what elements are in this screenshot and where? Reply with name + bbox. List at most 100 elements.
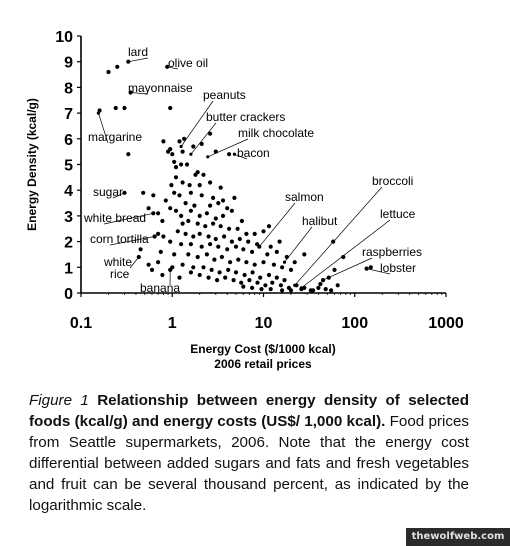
data-point [288, 267, 294, 272]
data-point [208, 203, 213, 208]
watermark: thewolfweb.com [406, 528, 510, 546]
data-point [106, 69, 111, 75]
data-point [203, 224, 208, 229]
annotation-label: sugar [93, 185, 123, 199]
annotation-arrowhead [299, 286, 303, 290]
annotation-leader [259, 202, 296, 247]
annotation-label: banana [140, 281, 180, 295]
y-tick-label: 5 [64, 158, 73, 175]
annotation-leader [103, 212, 154, 225]
data-point [166, 149, 171, 154]
data-point [216, 244, 221, 249]
caption-label: Figure 1 [29, 392, 89, 409]
annotation-arrowhead [129, 90, 133, 95]
data-point [280, 288, 285, 293]
data-point [244, 231, 249, 236]
data-point [170, 152, 175, 157]
data-point [233, 244, 239, 249]
data-point [197, 272, 202, 278]
data-point [172, 159, 177, 164]
y-tick-label: 8 [64, 80, 73, 97]
data-point [265, 252, 270, 257]
data-point [195, 254, 200, 260]
y-axis-title: Energy Density (kcal/g) [25, 98, 39, 231]
data-point [186, 252, 191, 257]
data-point [191, 234, 196, 239]
axis-titles: Energy Density (kcal/g) Energy Cost ($/10… [25, 98, 336, 371]
annotation-label: lettuce [380, 207, 416, 221]
annotation-arrowhead [189, 152, 193, 156]
data-point [308, 288, 313, 293]
data-point [191, 265, 196, 270]
data-point [113, 105, 118, 111]
data-point [197, 213, 202, 218]
data-point [179, 213, 184, 218]
data-point [213, 216, 218, 221]
annotation-label: lard [128, 45, 148, 59]
annotation-arrowhead [137, 255, 141, 259]
data-point [239, 218, 244, 224]
data-point [220, 198, 226, 203]
data-point [188, 242, 193, 247]
x-tick-label: 1000 [428, 315, 464, 332]
annotation-leader [322, 257, 373, 281]
data-point [255, 280, 260, 285]
data-point [172, 252, 177, 257]
data-point [225, 247, 230, 252]
data-point [271, 262, 276, 267]
annotation-leader [294, 186, 383, 286]
data-point [173, 165, 179, 170]
y-tick-label: 2 [64, 235, 73, 252]
annotation-leader [129, 256, 140, 269]
data-point [241, 247, 246, 252]
data-point [180, 149, 185, 154]
data-point [208, 242, 213, 247]
data-point [332, 267, 337, 272]
data-point [168, 239, 173, 244]
data-point [302, 252, 307, 257]
data-point [232, 195, 237, 200]
annotation-leader [180, 100, 214, 147]
data-point [280, 265, 285, 270]
annotation-arrowhead [168, 268, 172, 272]
data-point [368, 265, 373, 270]
data-point [177, 139, 182, 144]
data-point [191, 144, 196, 149]
data-point [250, 270, 255, 275]
data-point [329, 288, 334, 293]
data-point [156, 211, 161, 216]
data-point [292, 260, 297, 265]
data-point [323, 287, 328, 292]
data-point [177, 193, 182, 198]
data-point [270, 280, 275, 285]
data-point [168, 206, 173, 211]
data-point [218, 224, 223, 229]
annotation-label: white [103, 255, 132, 269]
data-point [188, 270, 193, 275]
data-point [115, 64, 120, 69]
annotation-label: salmon [285, 190, 324, 204]
annotation-label: bacon [237, 146, 270, 160]
data-point [341, 254, 346, 260]
annotation-leader [130, 92, 149, 95]
data-point [156, 260, 161, 265]
data-point [184, 162, 190, 167]
annotation-arrowhead [165, 65, 169, 69]
data-point [213, 236, 218, 242]
data-point [182, 136, 187, 141]
data-point [211, 221, 216, 226]
x-axis-subtitle: 2006 retail prices [214, 357, 312, 371]
data-point [258, 275, 263, 280]
data-point [259, 287, 264, 292]
data-point [141, 190, 146, 195]
data-point [215, 278, 220, 283]
data-point [268, 287, 273, 292]
annotation-label: olive oil [168, 56, 208, 70]
data-point [126, 152, 131, 157]
data-point [208, 131, 213, 136]
data-point [179, 162, 184, 167]
data-point [156, 231, 161, 236]
annotation-leader [190, 122, 217, 155]
annotation-label: mayonnaise [128, 81, 193, 95]
data-point [263, 283, 268, 288]
